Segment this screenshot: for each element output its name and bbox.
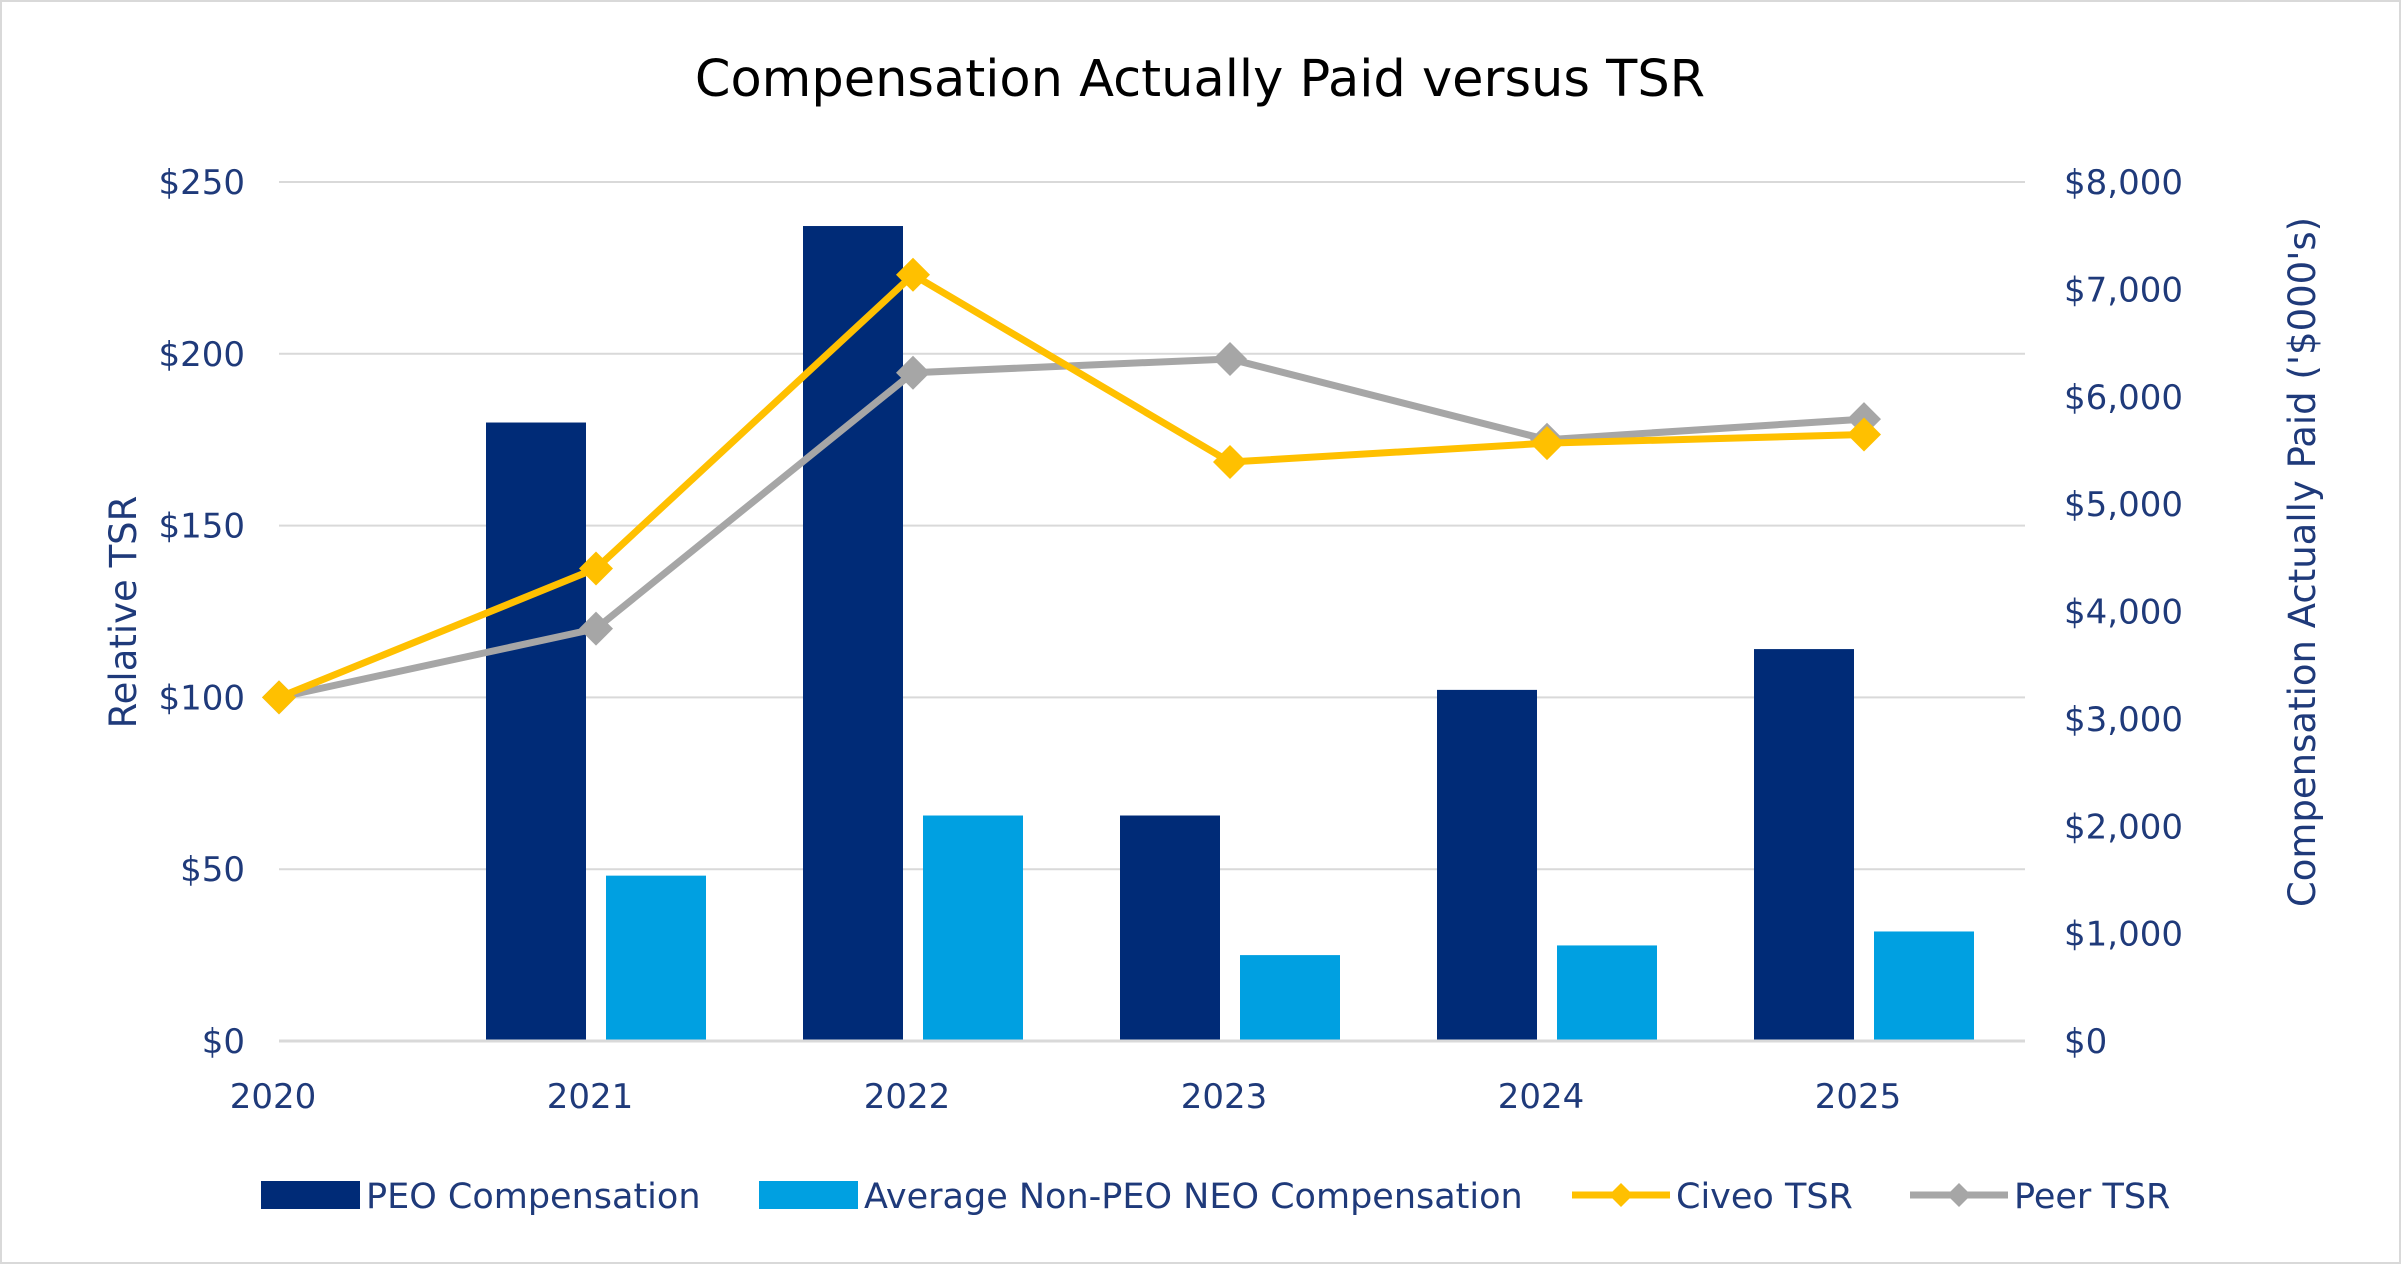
y-right-tick-label: $4,000 (2064, 593, 2183, 633)
y-right-axis-title: Compensation Actually Paid ('$000's) (2281, 217, 2324, 907)
point-civeo-tsr (262, 680, 296, 715)
y-right-tick-label: $2,000 (2064, 807, 2183, 847)
bar-peo-compensation (486, 422, 586, 1041)
legend-label-peo-compensation: PEO Compensation (366, 1177, 701, 1217)
bar-peo-compensation (1754, 649, 1854, 1041)
y-right-tick-label: $7,000 (2064, 270, 2183, 310)
y-right-tick-label: $3,000 (2064, 700, 2183, 740)
legend-label-civeo-tsr: Civeo TSR (1676, 1177, 1853, 1217)
y-left-tick-label: $150 (158, 507, 245, 547)
x-tick-label: 2025 (1815, 1077, 1902, 1117)
point-peer-tsr (1213, 341, 1247, 376)
bars (486, 226, 1974, 1041)
x-tick-label: 2023 (1181, 1077, 1268, 1117)
legend-label-peer-tsr: Peer TSR (2014, 1177, 2170, 1217)
point-peer-tsr (896, 355, 930, 390)
x-tick-label: 2020 (230, 1077, 317, 1117)
y-right-tick-label: $0 (2064, 1022, 2107, 1062)
bar-non-peo-neo-compensation (1240, 955, 1340, 1041)
y-left-tick-label: $100 (158, 678, 245, 718)
bar-peo-compensation (1120, 815, 1220, 1041)
point-civeo-tsr (1847, 417, 1881, 452)
legend-marker-peer-tsr (1947, 1183, 1971, 1207)
axes: $0 $50 $100 $150 $200 $250 $0 $1,000 $2,000 $3,00… (102, 163, 2324, 1117)
y-right-tick-label: $5,000 (2064, 485, 2183, 525)
point-civeo-tsr (896, 257, 930, 292)
legend: PEO Compensation Average Non-PEO NEO Comp… (261, 1177, 2170, 1217)
bar-peo-compensation (1437, 689, 1537, 1041)
bar-non-peo-neo-compensation (1557, 945, 1657, 1041)
y-left-axis-title: Relative TSR (102, 496, 145, 729)
point-civeo-tsr (1530, 426, 1564, 461)
y-left-tick-label: $0 (202, 1022, 245, 1062)
chart-title: Compensation Actually Paid versus TSR (695, 50, 1705, 109)
bar-non-peo-neo-compensation (923, 815, 1023, 1041)
x-tick-label: 2024 (1498, 1077, 1585, 1117)
lines (262, 257, 1881, 715)
y-right-tick-label: $8,000 (2064, 163, 2183, 203)
bar-peo-compensation (803, 226, 903, 1041)
legend-swatch-average-non-peo-neo-compensation (759, 1181, 858, 1209)
bar-non-peo-neo-compensation (1874, 931, 1974, 1041)
bar-non-peo-neo-compensation (606, 875, 706, 1041)
legend-label-average-non-peo-neo-compensation: Average Non-PEO NEO Compensation (864, 1177, 1523, 1217)
y-right-tick-label: $1,000 (2064, 915, 2183, 955)
y-left-tick-label: $200 (158, 335, 245, 375)
legend-marker-civeo-tsr (1609, 1183, 1633, 1207)
y-left-tick-label: $250 (158, 163, 245, 203)
line-civeo-tsr (277, 271, 1865, 701)
y-left-tick-label: $50 (180, 850, 245, 890)
point-peer-tsr (579, 611, 613, 646)
x-tick-label: 2021 (547, 1077, 634, 1117)
y-right-tick-label: $6,000 (2064, 378, 2183, 418)
point-civeo-tsr (579, 551, 613, 586)
point-civeo-tsr (1213, 445, 1247, 480)
legend-swatch-peo-compensation (261, 1181, 360, 1209)
x-tick-label: 2022 (864, 1077, 951, 1117)
